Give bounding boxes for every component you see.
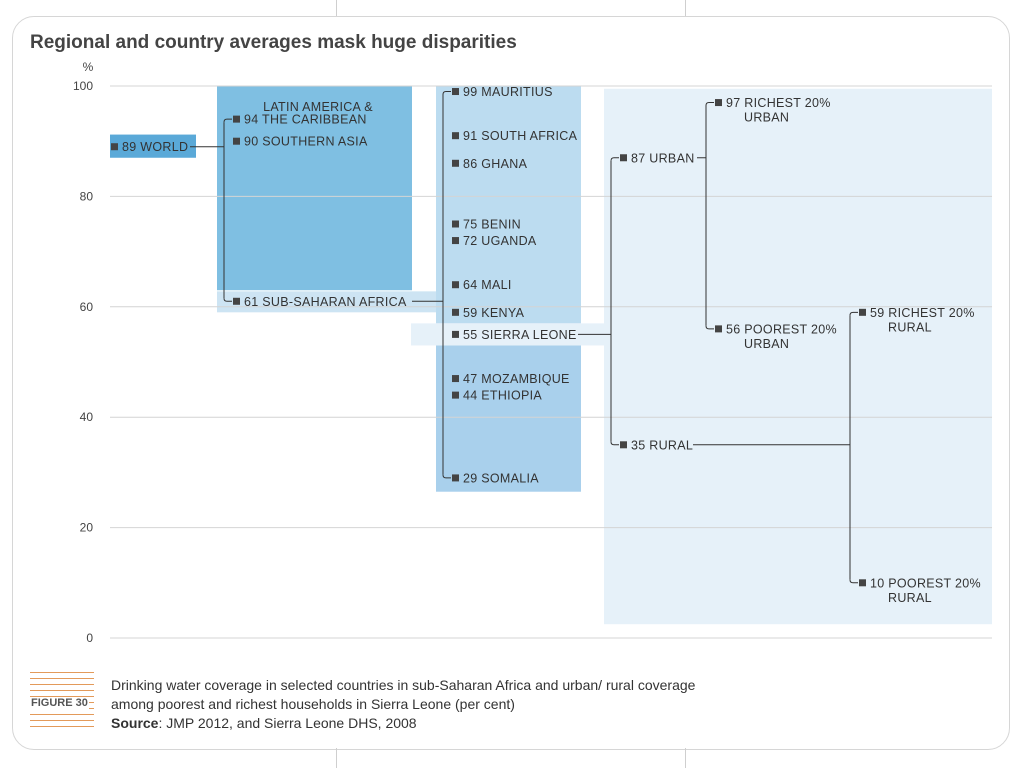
marker-country-2 <box>452 159 459 167</box>
label-wealth-sub-0: URBAN <box>744 111 789 125</box>
label-wealth-0: 97 RICHEST 20% <box>726 96 831 110</box>
marker-region-2 <box>233 297 240 305</box>
source-line: Source: JMP 2012, and Sierra Leone DHS, … <box>111 714 711 733</box>
label-area-0: 87 URBAN <box>631 151 695 165</box>
marker-region-1 <box>233 137 240 145</box>
marker-area-0 <box>620 154 627 162</box>
countries-bracket-bottom <box>442 474 451 479</box>
label-area-1: 35 RURAL <box>631 438 693 452</box>
marker-country-1 <box>452 132 459 140</box>
rural-bracket-bottom <box>849 579 858 584</box>
marker-wealth-0 <box>715 99 722 107</box>
label-country-1: 91 SOUTH AFRICA <box>463 129 578 143</box>
caption-text: Drinking water coverage in selected coun… <box>111 677 696 712</box>
urban-bracket-top <box>705 102 714 106</box>
figure-frame <box>12 16 1010 750</box>
label-country-6: 59 KENYA <box>463 306 525 320</box>
country-box-lower <box>436 345 581 492</box>
marker-wealth-3 <box>859 579 866 587</box>
y-tick-label: 100 <box>73 79 93 93</box>
label-world: 89 WORLD <box>122 140 188 154</box>
crop-mark <box>336 748 337 768</box>
y-tick-label: 80 <box>80 189 94 203</box>
countries-bracket-top <box>442 91 451 95</box>
figure-number: FIGURE 30 <box>30 697 89 709</box>
marker-area-1 <box>620 441 627 449</box>
label-country-5: 64 MALI <box>463 278 512 292</box>
label-region-header: LATIN AMERICA & <box>263 100 373 114</box>
source-label: Source <box>111 715 159 731</box>
label-region-1: 90 SOUTHERN ASIA <box>244 135 368 149</box>
source-text: : JMP 2012, and Sierra Leone DHS, 2008 <box>158 715 417 731</box>
rural-bracket-top <box>849 311 858 316</box>
marker-region-0 <box>233 115 240 123</box>
marker-country-7 <box>452 330 459 338</box>
marker-country-3 <box>452 220 459 228</box>
area-bracket-bottom <box>610 441 619 446</box>
label-wealth-2: 59 RICHEST 20% <box>870 306 975 320</box>
figure-caption: Drinking water coverage in selected coun… <box>111 676 711 733</box>
label-country-4: 72 UGANDA <box>463 234 537 248</box>
label-region-2: 61 SUB-SAHARAN AFRICA <box>244 295 407 309</box>
label-country-2: 86 GHANA <box>463 157 528 171</box>
regions-bracket-bottom <box>223 298 232 302</box>
sierra-leone-band <box>411 323 604 346</box>
y-tick-label: 60 <box>80 300 94 314</box>
y-tick-label: 0 <box>86 631 93 645</box>
chart-title: Regional and country averages mask huge … <box>30 32 517 53</box>
y-tick-label: 20 <box>80 521 94 535</box>
label-country-7: 55 SIERRA LEONE <box>463 328 577 342</box>
label-wealth-sub-3: RURAL <box>888 591 932 605</box>
label-wealth-1: 56 POOREST 20% <box>726 322 837 336</box>
regions-bracket-top <box>223 118 232 123</box>
region-box <box>217 86 412 291</box>
crop-mark <box>685 748 686 768</box>
crop-mark <box>685 0 686 16</box>
label-country-0: 99 MAURITIUS <box>463 85 553 99</box>
label-country-8: 47 MOZAMBIQUE <box>463 372 570 386</box>
marker-world <box>111 143 118 151</box>
label-country-3: 75 BENIN <box>463 218 521 232</box>
marker-country-8 <box>452 375 459 383</box>
label-region-0: 94 THE CARIBBEAN <box>244 113 367 127</box>
label-country-10: 29 SOMALIA <box>463 471 539 485</box>
label-wealth-3: 10 POOREST 20% <box>870 576 981 590</box>
y-axis-label: % <box>83 60 94 74</box>
crop-mark <box>336 0 337 16</box>
label-country-9: 44 ETHIOPIA <box>463 389 542 403</box>
marker-country-10 <box>452 474 459 482</box>
urban-bracket-bottom <box>705 325 714 330</box>
world-box <box>110 134 196 158</box>
label-wealth-sub-2: RURAL <box>888 320 932 334</box>
area-bracket-top <box>610 157 619 161</box>
country-box-upper <box>436 86 581 324</box>
chart-svg: 0 20 40 60 80 100% 89 WORLD LATIN AMERICA &94 T… <box>73 60 992 645</box>
marker-country-4 <box>452 237 459 245</box>
marker-wealth-2 <box>859 308 866 316</box>
marker-country-0 <box>452 88 459 96</box>
sierra-leone-panel <box>604 88 992 625</box>
marker-wealth-1 <box>715 325 722 333</box>
marker-country-6 <box>452 308 459 316</box>
marker-country-9 <box>452 391 459 399</box>
label-wealth-sub-1: URBAN <box>744 337 789 351</box>
y-tick-label: 40 <box>80 410 94 424</box>
figure-tag: FIGURE 30 <box>30 672 94 732</box>
marker-country-5 <box>452 281 459 289</box>
